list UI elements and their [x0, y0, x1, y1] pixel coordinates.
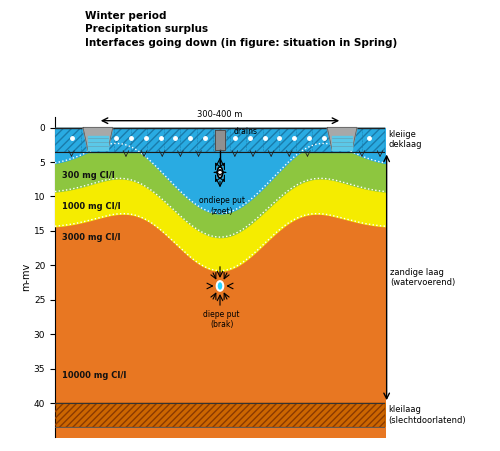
Text: 300-400 m: 300-400 m	[198, 110, 242, 120]
Text: kleilaag
(slechtdoorlatend): kleilaag (slechtdoorlatend)	[388, 405, 466, 425]
Text: kleiige
deklaag: kleiige deklaag	[388, 130, 422, 149]
Polygon shape	[215, 129, 225, 150]
Polygon shape	[83, 128, 113, 150]
Text: ondiepe put
(zoet): ondiepe put (zoet)	[198, 197, 244, 216]
Y-axis label: m-mv: m-mv	[21, 263, 31, 291]
Text: Winter period
Precipitation surplus
Interfaces going down (in figure: situation : Winter period Precipitation surplus Inte…	[85, 11, 397, 48]
Text: 10000 mg Cl/l: 10000 mg Cl/l	[62, 371, 126, 380]
Circle shape	[218, 167, 222, 178]
Text: diepe put
(brak): diepe put (brak)	[204, 310, 240, 330]
Ellipse shape	[216, 281, 224, 291]
Polygon shape	[327, 128, 357, 150]
Text: 1000 mg Cl/l: 1000 mg Cl/l	[62, 202, 120, 211]
Text: 3000 mg Cl/l: 3000 mg Cl/l	[62, 233, 120, 242]
Text: drains: drains	[228, 127, 257, 137]
Text: zandige laag
(watervoerend): zandige laag (watervoerend)	[390, 267, 455, 287]
Text: 300 mg Cl/l: 300 mg Cl/l	[62, 171, 114, 180]
